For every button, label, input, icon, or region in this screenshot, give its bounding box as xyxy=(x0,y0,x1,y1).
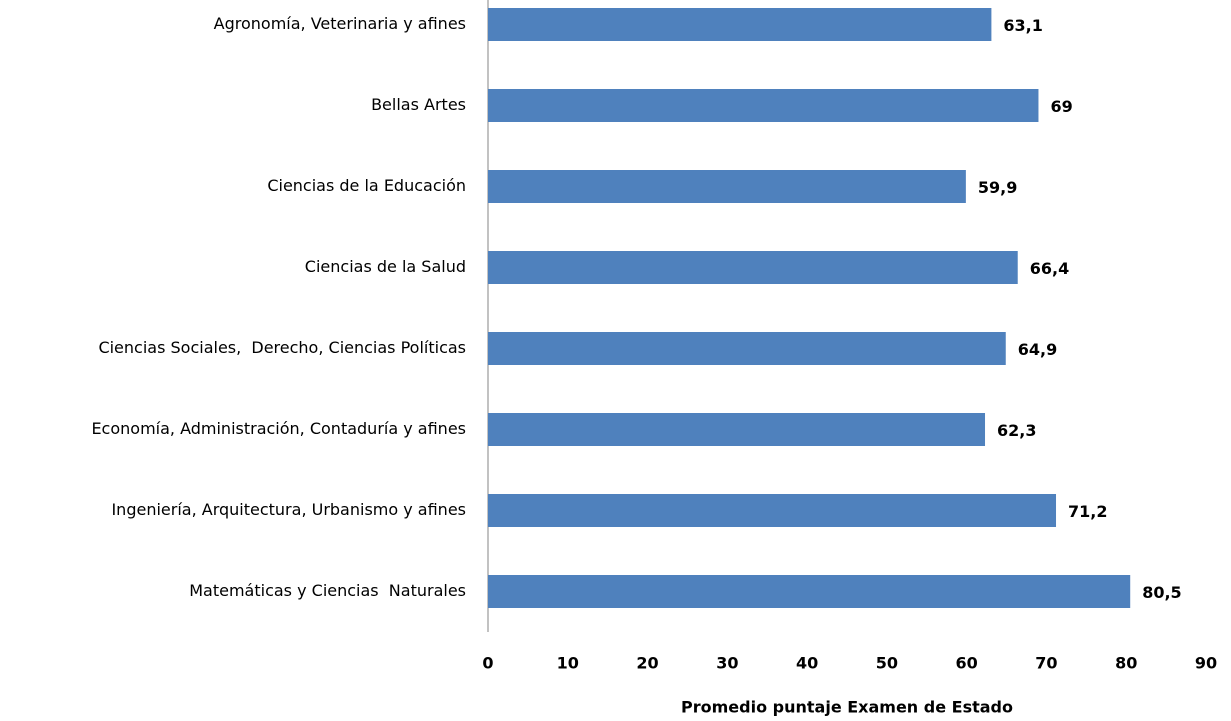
value-label: 63,1 xyxy=(1003,16,1042,35)
value-label: 62,3 xyxy=(997,421,1036,440)
y-tick-label: Matemáticas y Ciencias Naturales xyxy=(189,581,466,600)
x-tick-label: 50 xyxy=(876,654,898,673)
y-tick-label: Economía, Administración, Contaduría y a… xyxy=(91,419,466,438)
value-label: 80,5 xyxy=(1142,583,1181,602)
x-axis-label: Promedio puntaje Examen de Estado xyxy=(681,698,1013,717)
x-tick-label: 30 xyxy=(716,654,738,673)
bar xyxy=(488,494,1057,527)
y-tick-label: Ciencias de la Salud xyxy=(305,257,466,276)
x-tick-label: 60 xyxy=(956,654,978,673)
bar xyxy=(488,332,1006,365)
y-tick-label: Ciencias de la Educación xyxy=(267,176,466,195)
bar xyxy=(488,170,966,203)
x-tick-label: 0 xyxy=(482,654,493,673)
bar xyxy=(488,251,1018,284)
bar xyxy=(488,575,1131,608)
x-tick-label: 10 xyxy=(557,654,579,673)
value-label: 69 xyxy=(1050,97,1072,116)
bar xyxy=(488,8,992,41)
bar xyxy=(488,413,986,446)
y-tick-label: Ciencias Sociales, Derecho, Ciencias Pol… xyxy=(98,338,466,357)
value-label: 66,4 xyxy=(1030,259,1069,278)
x-tick-label: 40 xyxy=(796,654,818,673)
y-tick-label: Agronomía, Veterinaria y afines xyxy=(214,14,466,33)
x-tick-label: 80 xyxy=(1115,654,1137,673)
bar xyxy=(488,89,1039,122)
y-tick-label: Bellas Artes xyxy=(371,95,466,114)
value-label: 64,9 xyxy=(1018,340,1057,359)
x-tick-label: 90 xyxy=(1195,654,1217,673)
x-tick-label: 70 xyxy=(1035,654,1057,673)
value-label: 71,2 xyxy=(1068,502,1107,521)
y-tick-label: Ingeniería, Arquitectura, Urbanismo y af… xyxy=(111,500,466,519)
value-label: 59,9 xyxy=(978,178,1017,197)
x-tick-label: 20 xyxy=(636,654,658,673)
